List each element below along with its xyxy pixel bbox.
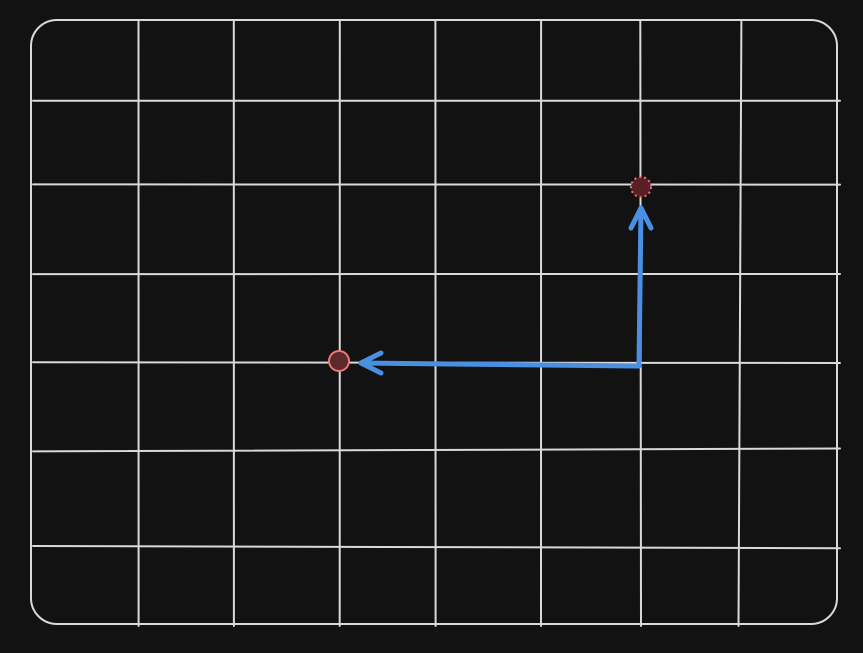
- end-point[interactable]: [328, 350, 350, 372]
- grid-lines: [32, 19, 841, 627]
- route-points: [328, 176, 652, 372]
- route-segment-1: [636, 205, 644, 369]
- arrowhead-icon: [628, 205, 654, 231]
- start-point[interactable]: [630, 176, 652, 198]
- grid-frame: [30, 19, 838, 625]
- grid-vertical-line: [737, 19, 743, 627]
- route-segment-2: [358, 360, 642, 369]
- route-path: [358, 205, 654, 376]
- grid-horizontal-line: [32, 447, 841, 453]
- arrowhead-icon: [358, 350, 384, 376]
- grid-horizontal-line: [32, 545, 841, 550]
